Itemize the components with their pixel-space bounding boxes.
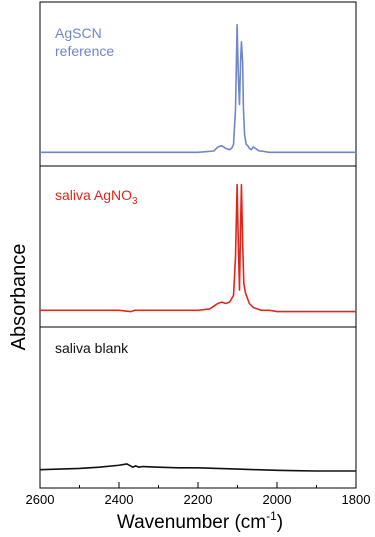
x-axis-label-superscript: -1 [266, 509, 277, 523]
panel-label-text: saliva blank [55, 340, 129, 356]
panel-3: saliva blank [39, 326, 357, 489]
x-tick-label: 2200 [184, 492, 213, 507]
panel-label: AgSCN [55, 25, 102, 41]
x-tick-label: 2600 [26, 492, 55, 507]
x-axis-label-suffix: ) [277, 512, 283, 533]
panel-label-subscript: 3 [132, 196, 138, 207]
x-axis: 2600 2400 2200 2000 1800 [26, 482, 371, 507]
x-tick-label: 2000 [263, 492, 292, 507]
series-line [40, 23, 356, 154]
y-axis-label: Absorbance [8, 244, 30, 351]
panel-label-text: AgSCN [55, 25, 102, 41]
panel-label-text: saliva AgNO [55, 187, 132, 203]
panel-2: saliva AgNO3 [39, 165, 357, 328]
panel-label-line2: reference [55, 43, 114, 59]
panel-1: AgSCN reference [39, 1, 357, 167]
panel-label: saliva blank [55, 340, 129, 356]
x-tick-label: 1800 [342, 492, 371, 507]
series-line [39, 463, 356, 472]
x-tick-label: 2400 [105, 492, 134, 507]
x-axis-label-main: Wavenumber (cm [117, 512, 266, 533]
series-line [40, 183, 356, 313]
panels-layer: AgSCN reference saliva AgNO3 saliva blank [39, 1, 357, 489]
panel-label: saliva AgNO3 [55, 187, 138, 207]
x-axis-label: Wavenumber (cm-1) [117, 509, 283, 533]
